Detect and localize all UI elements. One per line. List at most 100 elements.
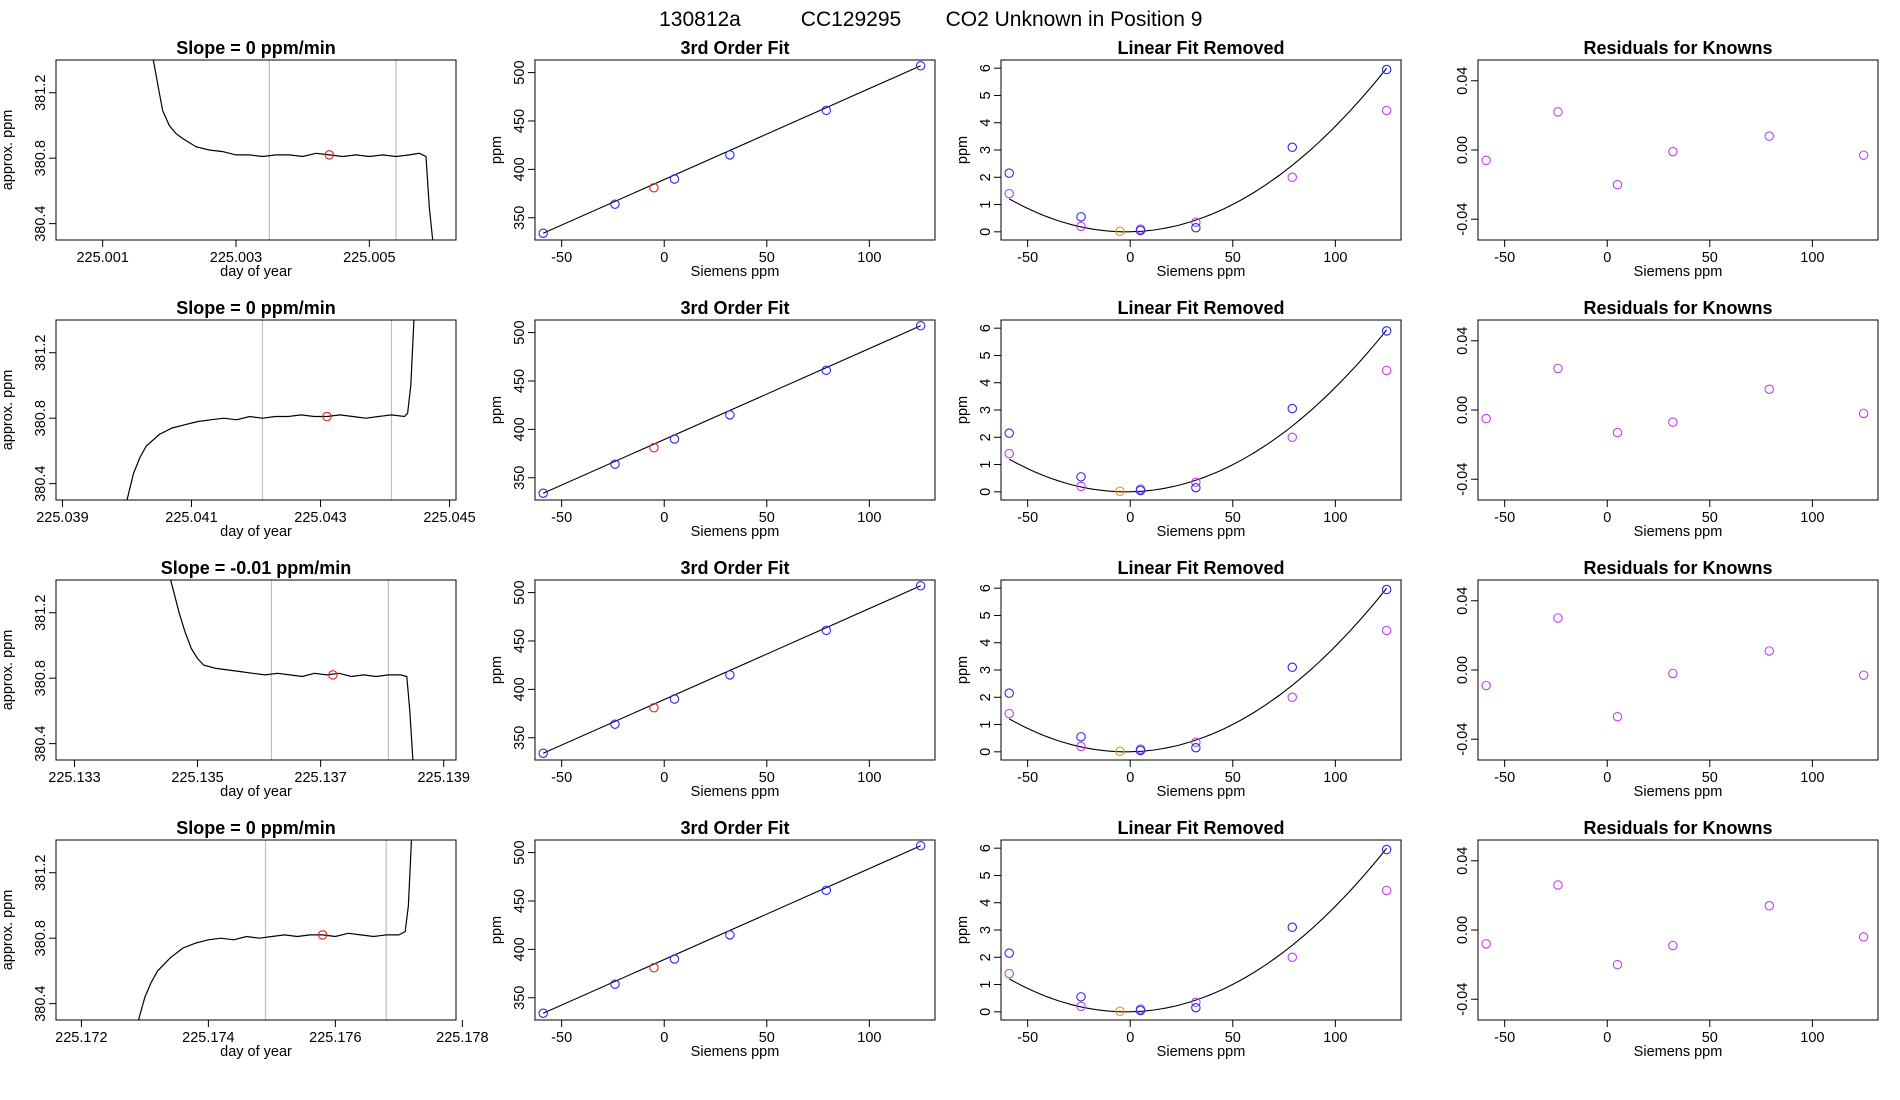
y-tick-label: 4 — [978, 379, 994, 387]
x-tick-label: -50 — [1494, 770, 1515, 786]
known-point — [1381, 326, 1392, 336]
x-tick-label: 0 — [660, 250, 668, 266]
y-tick-label: 400 — [512, 157, 528, 181]
y-tick-label: 400 — [512, 677, 528, 701]
known-point — [610, 199, 620, 209]
known-point — [1381, 844, 1392, 855]
x-tick-label: 0 — [660, 1030, 668, 1046]
unknown-point — [1115, 746, 1125, 757]
y-tick-label: 3 — [978, 406, 994, 414]
fit-curve — [1008, 329, 1388, 493]
plot-area — [1481, 613, 1869, 722]
y-tick-label: 0.00 — [1455, 916, 1471, 944]
x-tick-label: 225.133 — [48, 770, 100, 786]
unknown-point — [649, 442, 659, 453]
residual-point — [1553, 880, 1563, 890]
y-tick-label: 5 — [978, 611, 994, 619]
known-point — [1135, 745, 1146, 756]
known-point — [1076, 472, 1086, 482]
plot-area — [538, 321, 926, 498]
x-tick-label: 0 — [1126, 770, 1134, 786]
x-tick-label: 100 — [857, 250, 881, 266]
residual-point — [1481, 939, 1491, 949]
y-tick-label: 380.4 — [33, 725, 49, 761]
known-point — [1135, 1005, 1146, 1016]
panel-frame — [534, 839, 936, 1021]
known-point — [1191, 222, 1201, 233]
x-tick-label: 0 — [660, 510, 668, 526]
y-tick-label: 5 — [978, 871, 994, 879]
plot-area — [1004, 844, 1392, 1017]
unknown-point — [328, 670, 338, 680]
x-tick-label: -50 — [1017, 770, 1038, 786]
unknown-point — [649, 702, 659, 713]
y-axis-label: ppm — [955, 916, 971, 944]
x-tick-label: -50 — [1494, 1030, 1515, 1046]
known-point — [821, 365, 832, 376]
known-point — [1004, 168, 1014, 178]
known-point — [821, 105, 832, 116]
y-tick-label: 6 — [978, 844, 994, 852]
residual-point — [1858, 932, 1869, 942]
unknown-point — [649, 962, 659, 973]
x-tick-label: 50 — [1225, 250, 1241, 266]
plot-area — [538, 841, 926, 1018]
plot-area — [1481, 363, 1869, 438]
residual-point — [1764, 646, 1775, 656]
y-tick-label: 4 — [978, 899, 994, 907]
panel-title: 3rd Order Fit — [680, 558, 789, 578]
y-tick-label: 1 — [978, 461, 994, 469]
y-tick-label: 380.8 — [33, 660, 49, 696]
residual-point — [1668, 940, 1678, 951]
panel-trace-row-1: Slope = 0 ppm/min 225.001 225.003 225.005 38… — [0, 38, 457, 280]
panel-title: Linear Fit Removed — [1117, 298, 1284, 318]
known-point — [669, 434, 680, 444]
panel-title: Slope = 0 ppm/min — [176, 818, 336, 838]
y-tick-label: 400 — [512, 417, 528, 441]
fit-line — [542, 65, 921, 234]
y-tick-label: 1 — [978, 201, 994, 209]
x-tick-label: 100 — [1323, 1030, 1347, 1046]
panel-residuals-row-2: Residuals for Knowns -50 0 50 100 -0.04 0.00 0.… — [1455, 298, 1879, 540]
known-point — [1191, 482, 1201, 493]
y-axis-label: approx. ppm — [0, 370, 16, 451]
plot-area — [152, 60, 434, 240]
y-tick-label: 0.04 — [1455, 847, 1471, 875]
known-point — [725, 930, 735, 940]
y-tick-label: 4 — [978, 119, 994, 127]
x-tick-label: 225.139 — [417, 770, 469, 786]
y-axis-label: approx. ppm — [0, 890, 16, 971]
x-tick-label: 225.137 — [294, 770, 346, 786]
panel-title: Residuals for Knowns — [1583, 38, 1772, 58]
panel-title: Residuals for Knowns — [1583, 818, 1772, 838]
unknown-point — [324, 150, 335, 160]
known-point-alt — [1381, 105, 1392, 116]
y-axis-label: approx. ppm — [0, 630, 16, 711]
x-tick-label: 0 — [1603, 1030, 1611, 1046]
x-tick-label: 100 — [1800, 510, 1824, 526]
y-tick-label: 6 — [978, 64, 994, 72]
unknown-point — [322, 411, 332, 422]
x-axis-label: Siemens ppm — [691, 524, 780, 540]
panel-frame — [1477, 839, 1879, 1021]
y-tick-label: 450 — [512, 889, 528, 913]
y-tick-label: 0.00 — [1455, 136, 1471, 164]
x-tick-label: -50 — [1017, 510, 1038, 526]
residual-point — [1858, 670, 1869, 680]
known-point — [1004, 688, 1014, 698]
known-point-alt — [1381, 365, 1392, 376]
x-tick-label: 100 — [1800, 250, 1824, 266]
panel-title: Residuals for Knowns — [1583, 298, 1772, 318]
x-tick-label: 225.174 — [182, 1030, 234, 1046]
panel-trace-row-2: Slope = 0 ppm/min 225.039 225.041 225.043 22… — [0, 298, 476, 540]
known-point-alt — [1381, 625, 1392, 636]
x-tick-label: -50 — [551, 1030, 572, 1046]
x-tick-label: 100 — [1800, 770, 1824, 786]
residual-point — [1612, 959, 1623, 970]
known-point — [1381, 64, 1392, 75]
fit-line — [542, 325, 921, 494]
panel-frame — [55, 319, 457, 501]
x-axis-label: day of year — [220, 784, 292, 800]
y-tick-label: 5 — [978, 91, 994, 99]
panel-title: Residuals for Knowns — [1583, 558, 1772, 578]
